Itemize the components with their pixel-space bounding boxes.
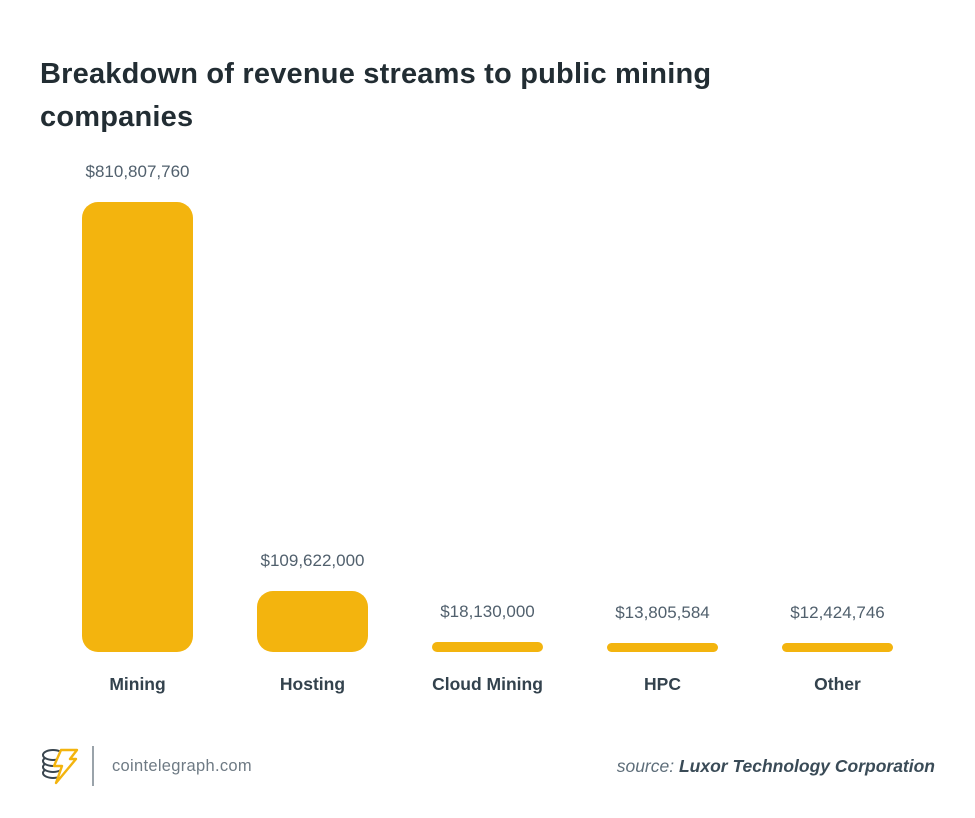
- bar-value-label-cloud-mining: $18,130,000: [440, 602, 535, 621]
- bar-value-label-other: $12,424,746: [790, 603, 885, 622]
- category-axis: Mining Hosting Cloud Mining HPC Other: [50, 674, 925, 695]
- bar-column-hosting: $109,622,000: [225, 0, 400, 652]
- footer-divider: [92, 746, 94, 786]
- source-name: Luxor Technology Corporation: [678, 755, 935, 776]
- bar-value-label-hosting: $109,622,000: [260, 551, 365, 570]
- category-label-mining: Mining: [109, 674, 166, 694]
- bar-value-label-mining: $810,807,760: [85, 162, 190, 181]
- bar-column-mining: $810,807,760: [50, 0, 225, 652]
- bar-value-label-hpc: $13,805,584: [615, 603, 710, 622]
- bar-mining: [82, 202, 193, 652]
- bar-column-hpc: $13,805,584: [575, 0, 750, 652]
- page-title: Breakdown of revenue streams to public m…: [40, 58, 712, 134]
- bar-hpc: [607, 643, 718, 652]
- footer: cointelegraph.com source: Luxor Technolo…: [40, 742, 935, 790]
- bar-column-cloud-mining: $18,130,000: [400, 0, 575, 652]
- site-label: cointelegraph.com: [112, 756, 252, 775]
- bar-column-other: $12,424,746: [750, 0, 925, 652]
- category-label-other: Other: [814, 674, 861, 694]
- category-label-cloud-mining: Cloud Mining: [432, 674, 543, 694]
- bar-hosting: [257, 591, 368, 652]
- bar-cloud-mining: [432, 642, 543, 652]
- category-label-hosting: Hosting: [279, 674, 346, 694]
- cointelegraph-logo-icon: [40, 745, 80, 787]
- source-attribution: source: Luxor Technology Corporation: [617, 756, 935, 777]
- source-prefix: source:: [616, 755, 675, 776]
- bar-other: [782, 643, 893, 652]
- bar-chart: $810,807,760 $109,622,000 $18,130,000 $13,8…: [50, 0, 925, 652]
- category-label-hpc: HPC: [644, 674, 681, 694]
